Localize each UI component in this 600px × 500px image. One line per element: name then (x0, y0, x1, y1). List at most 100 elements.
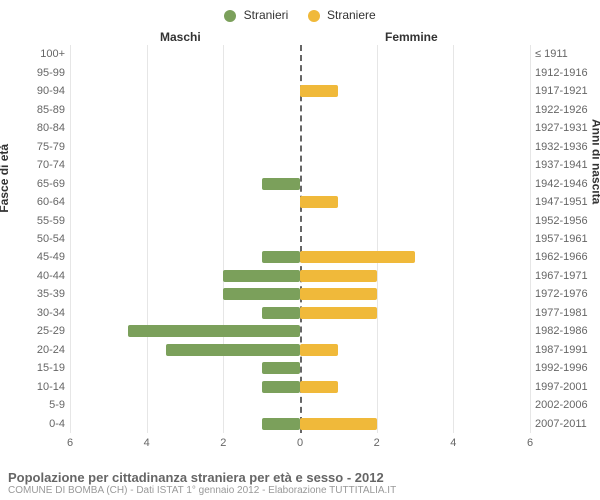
chart-row (70, 267, 530, 285)
legend-label-male: Stranieri (244, 8, 289, 22)
x-tick-label: 4 (137, 437, 157, 449)
bar-female (300, 381, 338, 393)
bar-male (262, 178, 300, 190)
x-tick-label: 4 (443, 437, 463, 449)
y-label-age: 30-34 (5, 307, 65, 319)
y-label-birth: 1947-1951 (535, 196, 600, 208)
column-header-female: Femmine (385, 30, 438, 44)
y-label-age: 50-54 (5, 233, 65, 245)
y-label-age: 40-44 (5, 270, 65, 282)
bar-male (223, 288, 300, 300)
bar-female (300, 344, 338, 356)
y-label-age: 15-19 (5, 362, 65, 374)
y-label-birth: 2002-2006 (535, 399, 600, 411)
chart-row (70, 100, 530, 118)
y-label-birth: 1922-1926 (535, 104, 600, 116)
y-label-age: 45-49 (5, 251, 65, 263)
chart-row (70, 45, 530, 63)
y-label-birth: 1937-1941 (535, 159, 600, 171)
bar-female (300, 85, 338, 97)
chart-row (70, 285, 530, 303)
legend: Stranieri Straniere (0, 8, 600, 22)
y-label-birth: 1942-1946 (535, 178, 600, 190)
chart-row (70, 396, 530, 414)
chart-row (70, 415, 530, 433)
chart-row (70, 193, 530, 211)
x-tick-label: 0 (290, 437, 310, 449)
chart-row (70, 248, 530, 266)
footer-subtitle: COMUNE DI BOMBA (CH) - Dati ISTAT 1° gen… (8, 485, 592, 496)
y-label-age: 10-14 (5, 381, 65, 393)
chart-row (70, 119, 530, 137)
y-label-birth: 1992-1996 (535, 362, 600, 374)
chart-row (70, 322, 530, 340)
plot-area (70, 45, 530, 433)
legend-marker-female (308, 10, 320, 22)
y-label-age: 0-4 (5, 418, 65, 430)
chart-row (70, 63, 530, 81)
y-label-birth: 1917-1921 (535, 85, 600, 97)
chart-row (70, 304, 530, 322)
chart-row (70, 174, 530, 192)
y-label-birth: ≤ 1911 (535, 48, 600, 60)
y-label-birth: 1977-1981 (535, 307, 600, 319)
chart-row (70, 230, 530, 248)
chart-row (70, 341, 530, 359)
y-label-age: 55-59 (5, 215, 65, 227)
footer-title: Popolazione per cittadinanza straniera p… (8, 470, 592, 485)
y-label-age: 75-79 (5, 141, 65, 153)
y-label-birth: 1972-1976 (535, 288, 600, 300)
x-tick-label: 6 (60, 437, 80, 449)
legend-label-female: Straniere (327, 8, 376, 22)
y-label-birth: 1912-1916 (535, 67, 600, 79)
y-label-birth: 1962-1966 (535, 251, 600, 263)
bar-male (128, 325, 301, 337)
y-label-age: 100+ (5, 48, 65, 60)
y-label-birth: 1982-1986 (535, 325, 600, 337)
y-label-birth: 1952-1956 (535, 215, 600, 227)
y-label-age: 95-99 (5, 67, 65, 79)
y-label-birth: 1967-1971 (535, 270, 600, 282)
footer: Popolazione per cittadinanza straniera p… (8, 470, 592, 496)
bar-female (300, 196, 338, 208)
y-label-age: 80-84 (5, 122, 65, 134)
y-label-age: 35-39 (5, 288, 65, 300)
y-label-birth: 1957-1961 (535, 233, 600, 245)
bar-female (300, 270, 377, 282)
x-tick-label: 2 (213, 437, 233, 449)
bar-male (262, 307, 300, 319)
bar-male (262, 251, 300, 263)
chart-row (70, 211, 530, 229)
bar-female (300, 288, 377, 300)
legend-item-female: Straniere (308, 8, 376, 22)
chart-row (70, 82, 530, 100)
y-label-age: 70-74 (5, 159, 65, 171)
y-label-age: 65-69 (5, 178, 65, 190)
chart-container: Stranieri Straniere Maschi Femmine Fasce… (0, 0, 600, 500)
bar-female (300, 251, 415, 263)
bar-male (262, 362, 300, 374)
bar-female (300, 418, 377, 430)
y-label-age: 25-29 (5, 325, 65, 337)
bar-female (300, 307, 377, 319)
chart-row (70, 378, 530, 396)
bar-male (223, 270, 300, 282)
chart-row (70, 156, 530, 174)
y-label-birth: 1927-1931 (535, 122, 600, 134)
y-label-age: 20-24 (5, 344, 65, 356)
y-label-birth: 1987-1991 (535, 344, 600, 356)
y-label-age: 60-64 (5, 196, 65, 208)
bar-male (262, 381, 300, 393)
y-label-age: 5-9 (5, 399, 65, 411)
gridline (530, 45, 531, 433)
bar-male (166, 344, 300, 356)
y-label-birth: 1997-2001 (535, 381, 600, 393)
y-label-age: 85-89 (5, 104, 65, 116)
chart-row (70, 137, 530, 155)
legend-marker-male (224, 10, 236, 22)
x-tick-label: 6 (520, 437, 540, 449)
chart-row (70, 359, 530, 377)
y-label-birth: 2007-2011 (535, 418, 600, 430)
bar-male (262, 418, 300, 430)
y-label-birth: 1932-1936 (535, 141, 600, 153)
